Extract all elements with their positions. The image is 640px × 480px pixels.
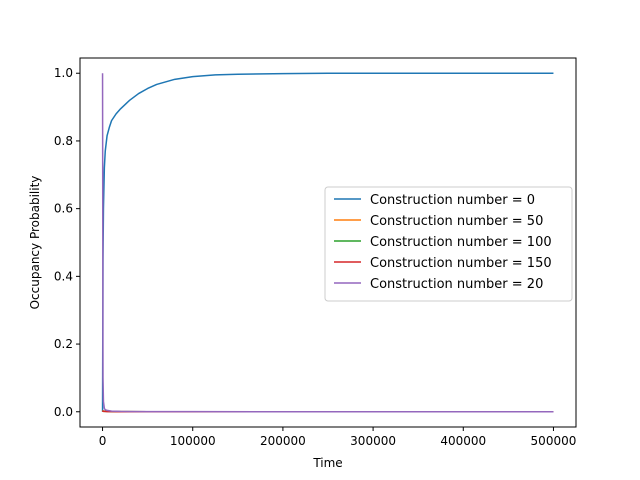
legend-label: Construction number = 0 — [370, 193, 535, 208]
x-tick-label: 500000 — [531, 434, 577, 448]
x-tick-label: 300000 — [350, 434, 396, 448]
legend-label: Construction number = 150 — [370, 256, 552, 271]
y-tick-label: 0.4 — [54, 269, 73, 283]
x-tick-label: 400000 — [440, 434, 486, 448]
plot-frame — [79, 57, 577, 428]
legend-label: Construction number = 20 — [370, 277, 543, 292]
x-axis-label: Time — [312, 456, 342, 470]
y-tick-label: 0.6 — [54, 202, 73, 216]
y-axis: 0.0 0.2 0.4 0.6 0.8 1.0 — [54, 66, 80, 419]
x-axis: 0 100000 200000 300000 400000 500000 — [99, 427, 577, 448]
y-tick-label: 0.8 — [54, 134, 73, 148]
series-layer — [101, 72, 554, 413]
x-tick-label: 0 — [99, 434, 107, 448]
y-tick-label: 1.0 — [54, 66, 73, 80]
legend: Construction number = 0 Construction numb… — [324, 186, 573, 302]
y-tick-label: 0.2 — [54, 337, 73, 351]
legend-label: Construction number = 50 — [370, 214, 543, 229]
legend-label: Construction number = 100 — [370, 235, 552, 250]
y-tick-label: 0.0 — [54, 405, 73, 419]
x-tick-label: 200000 — [260, 434, 306, 448]
x-tick-label: 100000 — [170, 434, 216, 448]
series-line-0 — [101, 72, 554, 412]
y-axis-label: Occupancy Probability — [28, 176, 42, 310]
legend-box — [324, 186, 573, 302]
series-line-4 — [101, 73, 554, 413]
